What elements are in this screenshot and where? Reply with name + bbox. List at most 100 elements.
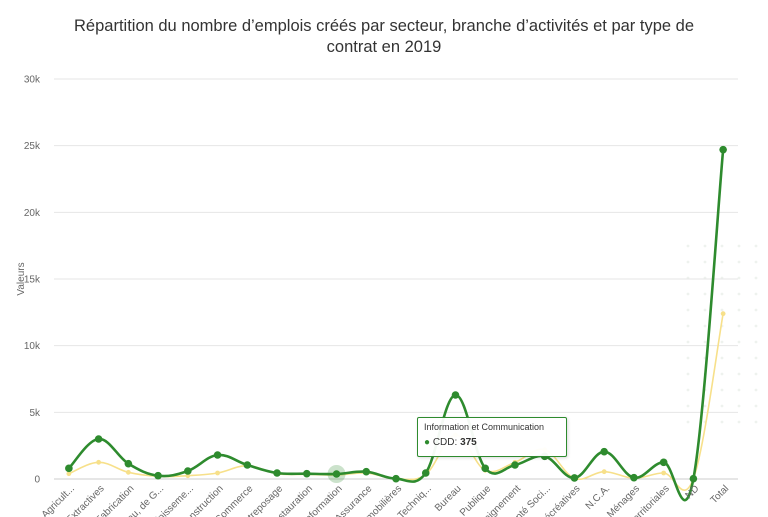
data-point-cdd (630, 474, 638, 482)
pattern-dot (738, 325, 741, 328)
pattern-dot (721, 309, 724, 312)
pattern-dot (755, 261, 758, 264)
data-point-cdd (333, 470, 341, 478)
x-tick-label: N.C.A. (584, 483, 613, 512)
tooltip: Information et Communication ● CDD: 375 (417, 417, 567, 457)
series-line-cdd (69, 150, 723, 500)
pattern-dot (687, 325, 690, 328)
x-tick-label: Total (709, 483, 732, 506)
pattern-dot (687, 405, 690, 408)
pattern-dot (687, 309, 690, 312)
pattern-dot (704, 309, 707, 312)
pattern-dot (738, 293, 741, 296)
tooltip-category: Information et Communication (424, 422, 560, 432)
background-dot-pattern (687, 245, 758, 424)
data-point-cdd (422, 469, 430, 477)
y-tick-label: 25k (24, 141, 41, 152)
data-point-secondary (721, 311, 726, 316)
pattern-dot (721, 421, 724, 424)
pattern-dot (721, 405, 724, 408)
pattern-dot (704, 405, 707, 408)
pattern-dot (721, 389, 724, 392)
pattern-dot (687, 357, 690, 360)
tooltip-dot-icon: ● (424, 437, 430, 448)
pattern-dot (738, 389, 741, 392)
pattern-dot (738, 373, 741, 376)
y-tick-label: 20k (24, 208, 41, 219)
data-point-cdd (481, 465, 489, 473)
data-point-cdd (303, 470, 311, 478)
y-axis-label: Valeurs (16, 262, 27, 295)
pattern-dot (738, 309, 741, 312)
pattern-dot (755, 341, 758, 344)
data-point-cdd (154, 472, 162, 480)
data-point-secondary (661, 471, 666, 476)
data-point-cdd (362, 468, 370, 476)
pattern-dot (738, 245, 741, 248)
data-point-secondary (602, 469, 607, 474)
y-tick-label: 30k (24, 75, 41, 86)
pattern-dot (755, 405, 758, 408)
data-point-cdd (214, 451, 222, 459)
pattern-dot (738, 421, 741, 424)
data-point-cdd (571, 474, 579, 482)
data-point-cdd (392, 475, 400, 483)
tooltip-row: ● CDD: 375 (424, 437, 560, 448)
data-point-cdd (244, 461, 252, 469)
tooltip-value: 375 (460, 437, 477, 448)
pattern-dot (738, 277, 741, 280)
tooltip-series: CDD (433, 437, 455, 448)
pattern-dot (704, 245, 707, 248)
data-point-secondary (96, 460, 101, 465)
pattern-dot (704, 261, 707, 264)
data-point-cdd (719, 146, 727, 154)
data-point-secondary (215, 471, 220, 476)
pattern-dot (755, 389, 758, 392)
pattern-dot (687, 421, 690, 424)
data-point-cdd (660, 459, 668, 467)
pattern-dot (704, 325, 707, 328)
y-tick-label: 10k (24, 341, 41, 352)
pattern-dot (738, 341, 741, 344)
y-tick-label: 0 (34, 475, 40, 486)
pattern-dot (687, 341, 690, 344)
pattern-dot (738, 405, 741, 408)
data-point-cdd (65, 465, 73, 473)
pattern-dot (721, 341, 724, 344)
pattern-dot (687, 293, 690, 296)
pattern-dot (755, 293, 758, 296)
data-point-cdd (511, 461, 519, 469)
gridlines (54, 79, 738, 479)
pattern-dot (755, 245, 758, 248)
y-tick-label: 5k (29, 408, 41, 419)
pattern-dot (721, 293, 724, 296)
pattern-dot (704, 293, 707, 296)
pattern-dot (755, 373, 758, 376)
pattern-dot (687, 261, 690, 264)
pattern-dot (687, 373, 690, 376)
pattern-dot (687, 389, 690, 392)
data-point-cdd (452, 391, 460, 399)
pattern-dot (755, 309, 758, 312)
data-point-cdd (600, 448, 608, 456)
pattern-dot (687, 245, 690, 248)
pattern-dot (721, 357, 724, 360)
series-line-secondary (69, 314, 723, 490)
pattern-dot (755, 421, 758, 424)
pattern-dot (721, 245, 724, 248)
pattern-dot (755, 357, 758, 360)
pattern-dot (721, 261, 724, 264)
data-point-cdd (273, 469, 281, 477)
pattern-dot (755, 325, 758, 328)
pattern-dot (704, 341, 707, 344)
data-point-cdd (95, 435, 103, 443)
data-point-secondary (126, 470, 131, 475)
pattern-dot (738, 357, 741, 360)
pattern-dot (738, 261, 741, 264)
data-point-cdd (184, 467, 192, 475)
pattern-dot (721, 373, 724, 376)
data-point-cdd (125, 460, 133, 468)
series-group (65, 146, 727, 500)
